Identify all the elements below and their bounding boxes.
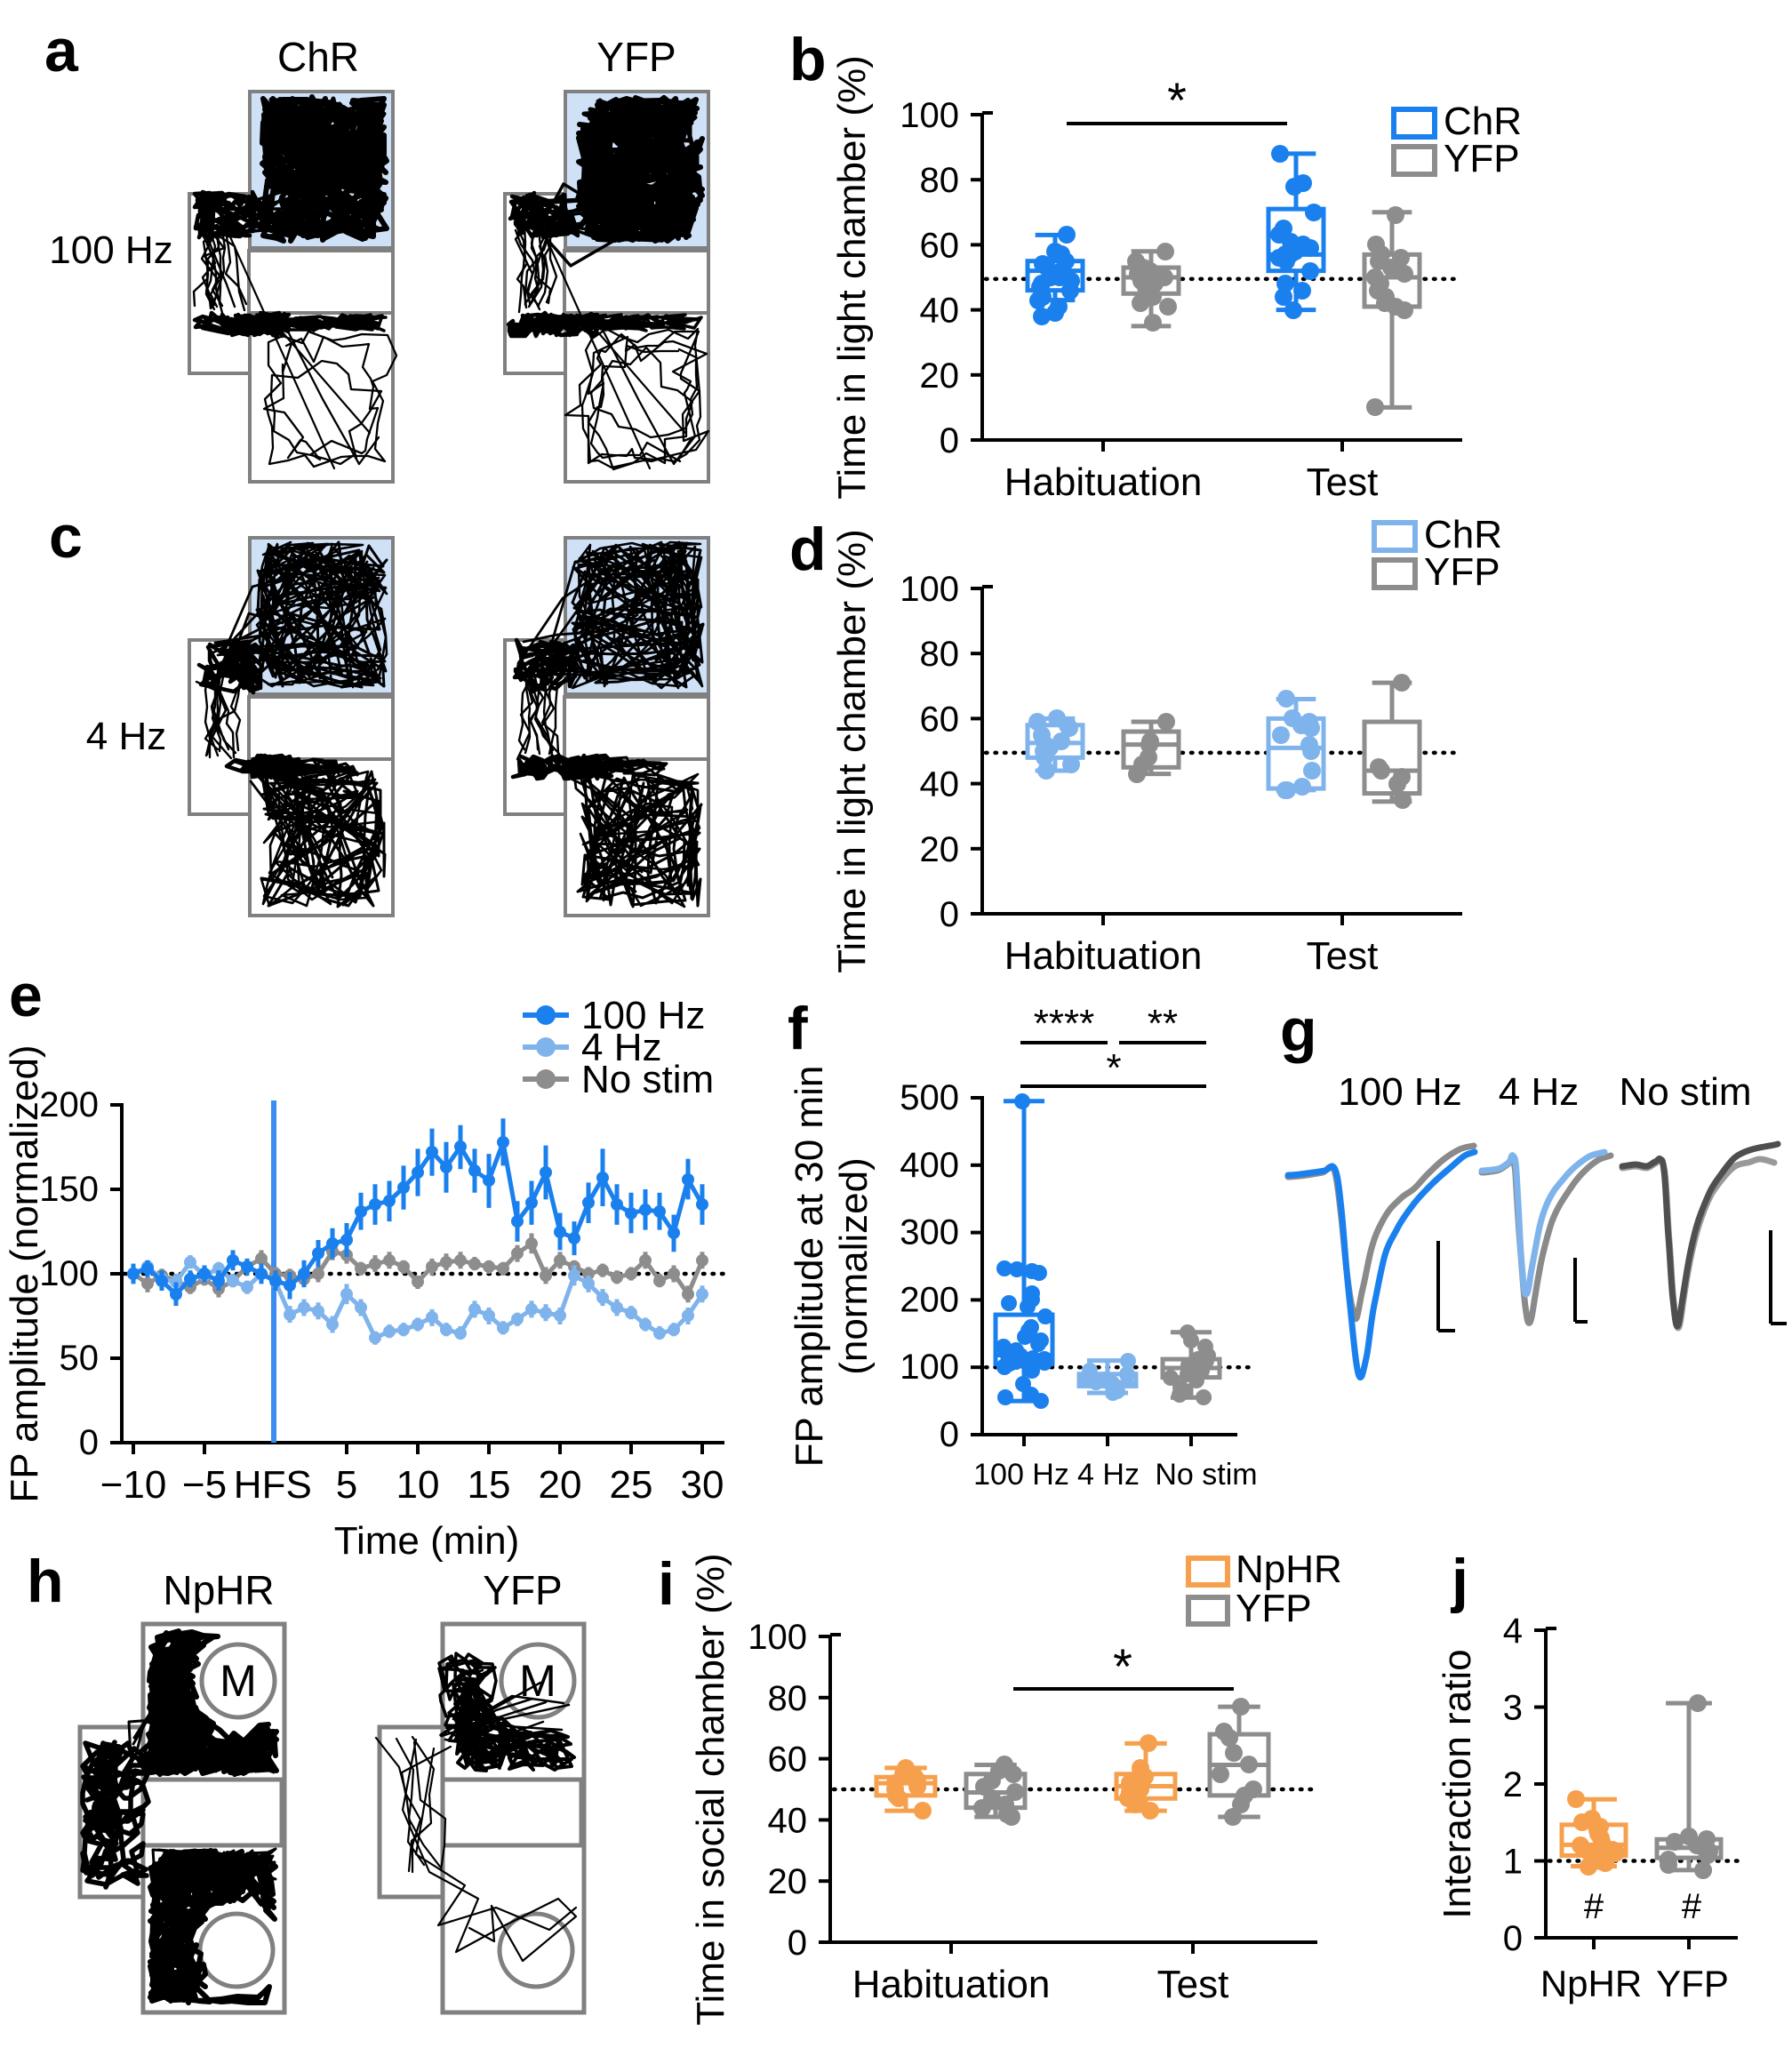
svg-text:4 Hz: 4 Hz [1499, 1070, 1579, 1114]
svg-text:200: 200 [900, 1280, 959, 1319]
svg-text:Test: Test [1157, 1963, 1229, 2006]
svg-text:2: 2 [1503, 1765, 1523, 1804]
svg-text:100: 100 [900, 570, 959, 609]
svg-text:150: 150 [39, 1170, 99, 1209]
svg-text:YFP: YFP [1444, 137, 1520, 180]
svg-text:c: c [49, 503, 83, 571]
svg-text:#: # [1682, 1887, 1702, 1926]
svg-text:e: e [9, 962, 43, 1029]
svg-text:0: 0 [940, 421, 959, 460]
svg-text:ChR: ChR [277, 34, 359, 80]
svg-text:*: * [1106, 1046, 1121, 1090]
svg-text:100 Hz: 100 Hz [581, 994, 705, 1037]
svg-text:−10: −10 [100, 1463, 167, 1507]
svg-text:Habituation: Habituation [852, 1963, 1051, 2006]
svg-text:f: f [788, 995, 808, 1062]
svg-text:M: M [220, 1656, 257, 1706]
svg-text:FP amplitude (normalized): FP amplitude (normalized) [3, 1044, 46, 1502]
svg-text:50: 50 [60, 1339, 100, 1378]
svg-text:4 Hz: 4 Hz [1077, 1458, 1140, 1492]
svg-text:−5: −5 [182, 1463, 227, 1507]
svg-text:3: 3 [1503, 1689, 1523, 1728]
svg-text:*: * [1167, 72, 1187, 128]
svg-text:NpHR: NpHR [163, 1567, 274, 1613]
svg-text:YFP: YFP [483, 1567, 562, 1613]
svg-text:100 Hz: 100 Hz [973, 1458, 1069, 1492]
svg-text:100: 100 [39, 1254, 99, 1293]
svg-text:40: 40 [768, 1801, 808, 1840]
svg-text:500: 500 [900, 1078, 959, 1117]
svg-text:200: 200 [39, 1085, 99, 1124]
svg-text:80: 80 [920, 161, 960, 200]
svg-text:25: 25 [610, 1463, 653, 1507]
svg-text:60: 60 [768, 1740, 808, 1780]
svg-text:h: h [27, 1548, 64, 1615]
svg-text:No stim: No stim [581, 1058, 714, 1101]
svg-text:30: 30 [681, 1463, 724, 1507]
svg-text:5: 5 [336, 1463, 357, 1507]
svg-text:100: 100 [900, 1348, 959, 1387]
svg-text:100: 100 [900, 96, 959, 135]
svg-text:FP amplitude at 30 min: FP amplitude at 30 min [788, 1066, 831, 1468]
svg-text:ChR: ChR [1444, 100, 1522, 143]
svg-text:i: i [658, 1550, 675, 1618]
svg-text:*: * [1113, 1638, 1132, 1694]
svg-text:Time in social chamber (%): Time in social chamber (%) [689, 1553, 732, 2025]
svg-text:80: 80 [920, 635, 960, 674]
svg-text:20: 20 [768, 1862, 808, 1901]
svg-text:NpHR: NpHR [1236, 1548, 1342, 1591]
svg-text:0: 0 [788, 1924, 807, 1963]
svg-text:NpHR: NpHR [1540, 1963, 1642, 2004]
svg-text:d: d [789, 516, 827, 583]
svg-text:Test: Test [1307, 934, 1379, 978]
svg-text:60: 60 [920, 700, 960, 739]
svg-text:60: 60 [920, 226, 960, 265]
svg-text:400: 400 [900, 1146, 959, 1185]
svg-text:Time in light chamber (%): Time in light chamber (%) [830, 55, 874, 500]
svg-text:b: b [789, 26, 827, 93]
svg-text:0: 0 [940, 1415, 959, 1454]
svg-text:Time in light chamber (%): Time in light chamber (%) [830, 529, 874, 973]
svg-text:20: 20 [539, 1463, 582, 1507]
svg-text:No stim: No stim [1619, 1070, 1751, 1114]
svg-text:1: 1 [1503, 1843, 1523, 1882]
svg-text:0: 0 [79, 1423, 99, 1462]
svg-text:20: 20 [920, 356, 960, 396]
svg-text:40: 40 [920, 765, 960, 804]
svg-text:4 Hz: 4 Hz [581, 1026, 661, 1069]
svg-text:100 Hz: 100 Hz [49, 228, 172, 272]
svg-text:0: 0 [940, 895, 959, 934]
svg-text:20: 20 [920, 830, 960, 869]
svg-text:100: 100 [748, 1618, 807, 1657]
svg-text:HFS: HFS [234, 1463, 312, 1507]
svg-text:****: **** [1034, 1002, 1095, 1045]
svg-text:YFP: YFP [1656, 1963, 1729, 2004]
svg-text:15: 15 [468, 1463, 511, 1507]
svg-text:80: 80 [768, 1679, 808, 1718]
svg-text:j: j [1450, 1547, 1468, 1614]
svg-text:Test: Test [1307, 460, 1379, 504]
svg-text:No stim: No stim [1155, 1458, 1257, 1492]
svg-text:4: 4 [1503, 1612, 1523, 1651]
svg-text:YFP: YFP [596, 34, 676, 80]
svg-text:4 Hz: 4 Hz [86, 715, 166, 758]
svg-text:100 Hz: 100 Hz [1338, 1070, 1461, 1114]
svg-text:10: 10 [396, 1463, 440, 1507]
svg-text:0: 0 [1503, 1919, 1523, 1958]
svg-text:YFP: YFP [1236, 1587, 1312, 1630]
svg-text:(normalized): (normalized) [832, 1157, 876, 1375]
svg-text:Habituation: Habituation [1004, 460, 1203, 504]
svg-text:#: # [1584, 1887, 1604, 1926]
svg-text:40: 40 [920, 292, 960, 331]
svg-text:g: g [1280, 996, 1317, 1064]
svg-text:300: 300 [900, 1213, 959, 1252]
svg-text:**: ** [1148, 1002, 1178, 1045]
svg-text:Habituation: Habituation [1004, 934, 1203, 978]
svg-text:Interaction ratio: Interaction ratio [1436, 1649, 1479, 1918]
svg-text:a: a [44, 17, 79, 84]
svg-text:ChR: ChR [1424, 513, 1502, 556]
svg-text:Time (min): Time (min) [334, 1519, 520, 1563]
svg-text:YFP: YFP [1424, 550, 1500, 594]
